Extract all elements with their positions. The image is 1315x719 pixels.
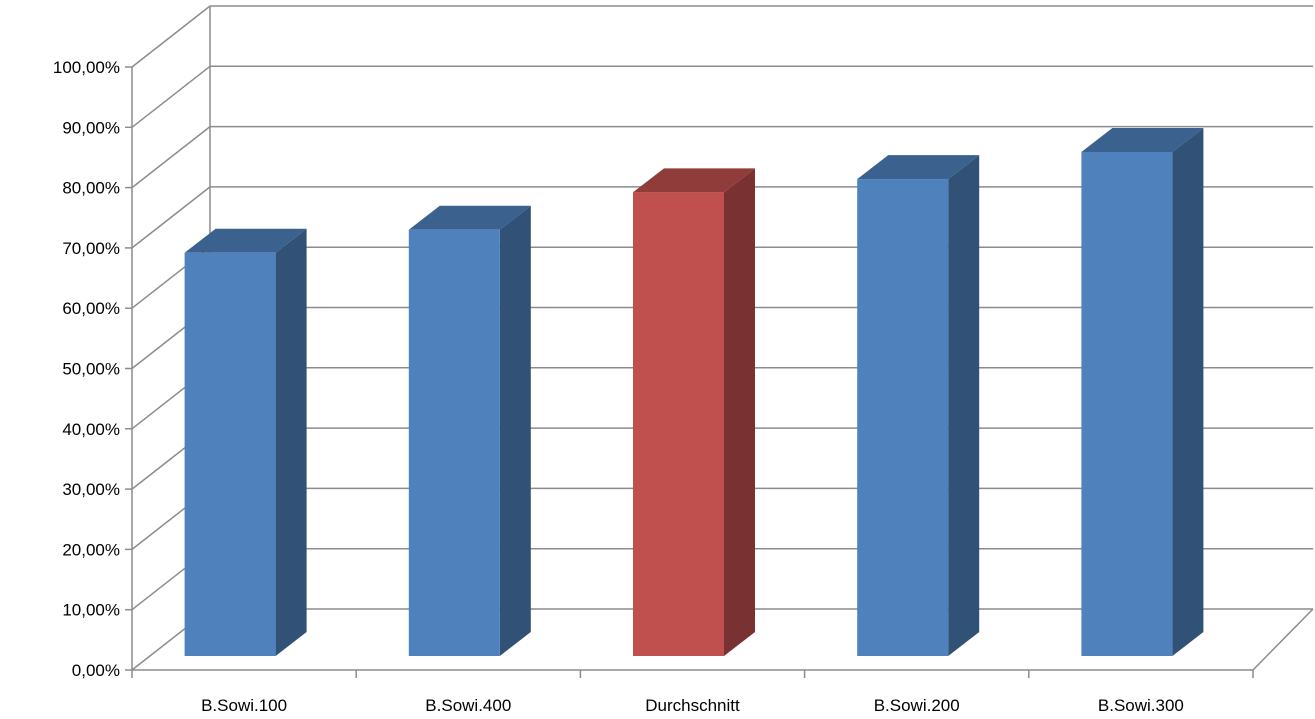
y-tick-label: 90,00% bbox=[62, 118, 120, 137]
bar-top bbox=[408, 205, 531, 230]
bar-top bbox=[184, 228, 307, 253]
y-tick-label: 60,00% bbox=[62, 299, 120, 318]
bar-front bbox=[408, 229, 500, 656]
bar bbox=[184, 228, 307, 657]
gridline-side bbox=[131, 186, 211, 249]
bar bbox=[633, 168, 755, 656]
labels: 0,00% 10,00% 20,00% 30,00% 40,00% 50,00% 60,00… bbox=[53, 58, 1184, 715]
y-tick-label: 10,00% bbox=[62, 601, 120, 620]
bar-side bbox=[948, 155, 980, 656]
x-tick-label: B.Sowi.100 bbox=[201, 696, 287, 715]
gridline-side bbox=[131, 65, 211, 128]
bar bbox=[857, 155, 980, 656]
bar-front bbox=[857, 179, 949, 656]
bar-top bbox=[1081, 128, 1204, 152]
gridline-side bbox=[131, 126, 211, 189]
y-tick-label: 40,00% bbox=[62, 420, 120, 439]
bar bbox=[1081, 128, 1204, 656]
bar-top bbox=[857, 155, 980, 180]
bar-side bbox=[499, 205, 531, 656]
x-tick-label: B.Sowi.300 bbox=[1098, 696, 1184, 715]
bar-front bbox=[184, 252, 276, 657]
y-tick-label: 20,00% bbox=[62, 540, 120, 559]
x-tick-label: B.Sowi.200 bbox=[874, 696, 960, 715]
x-tick-label: Durchschnitt bbox=[645, 696, 740, 715]
floor-right-edge bbox=[1252, 608, 1314, 671]
bar-front bbox=[1081, 152, 1173, 656]
y-tick-label: 0,00% bbox=[72, 661, 120, 680]
y-tick-label: 100,00% bbox=[53, 58, 120, 77]
x-tick-label: B.Sowi.400 bbox=[425, 696, 511, 715]
bar-side bbox=[724, 168, 755, 656]
bar-side bbox=[275, 228, 307, 657]
y-tick-label: 50,00% bbox=[62, 360, 120, 379]
y-tick-label: 80,00% bbox=[62, 179, 120, 198]
bar-front bbox=[633, 192, 724, 656]
bars bbox=[184, 128, 1204, 657]
y-tick-label: 70,00% bbox=[62, 239, 120, 258]
bar bbox=[408, 205, 531, 656]
y-tick-label: 30,00% bbox=[62, 480, 120, 499]
bar-top bbox=[633, 168, 755, 193]
bar-side bbox=[1172, 128, 1204, 656]
gridline-side bbox=[131, 5, 211, 68]
